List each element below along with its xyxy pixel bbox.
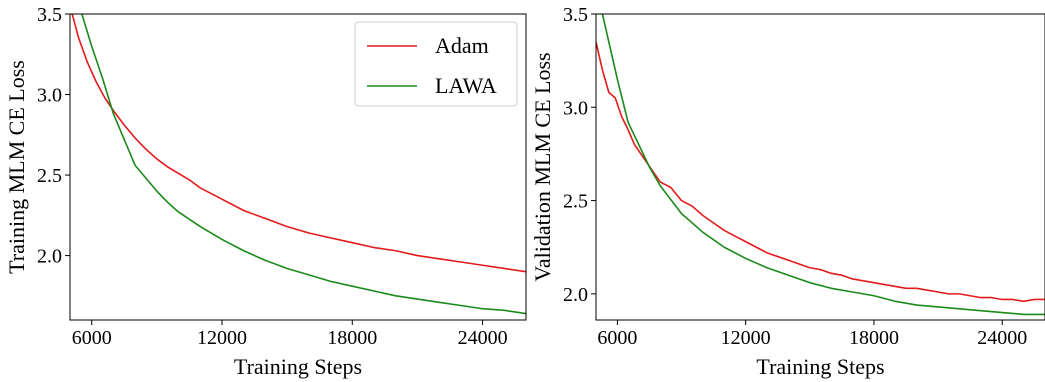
y-tick-label: 3.5 [37, 4, 62, 26]
series-line-lawa [81, 14, 526, 315]
y-tick-label: 3.0 [37, 85, 62, 107]
chart-panel-1: 6000 12000 18000 24000 2.0 2.5 3.0 3.5 Training … [4, 4, 527, 379]
y-tick-label: 2.0 [563, 284, 588, 306]
legend-label-lawa: LAWA [435, 73, 497, 98]
x-tick-label: 18000 [327, 327, 377, 349]
y-tick-label: 2.5 [37, 165, 62, 187]
y-axis-label: Validation MLM CE Loss [530, 52, 555, 281]
plot-frame [69, 13, 527, 321]
x-axis-label: Training Steps [234, 354, 362, 379]
x-tick-label: 12000 [197, 327, 247, 349]
x-tick-label: 6000 [72, 327, 112, 349]
x-tick-label: 12000 [721, 327, 771, 349]
series-line-lawa [601, 14, 1045, 316]
y-tick-label: 3.0 [563, 97, 588, 119]
x-axis-label: Training Steps [756, 354, 884, 379]
y-tick-label: 2.5 [563, 191, 588, 213]
y-tick-label: 2.0 [37, 246, 62, 268]
x-tick-label: 6000 [597, 327, 637, 349]
x-tick-label: 24000 [458, 327, 508, 349]
legend-box [354, 21, 518, 107]
y-axis-label: Training MLM CE Loss [4, 60, 29, 274]
chart-panel-2: 6000 12000 18000 24000 2.0 2.5 3.0 3.5 Training … [530, 4, 1045, 379]
y-tick-label: 3.5 [563, 4, 588, 26]
plot-frame [595, 13, 1045, 321]
x-tick-label: 24000 [977, 327, 1027, 349]
x-tick-label: 18000 [849, 327, 899, 349]
legend-label-adam: Adam [435, 33, 489, 58]
legend: Adam LAWA [354, 21, 518, 107]
series-line-adam [596, 41, 1045, 303]
